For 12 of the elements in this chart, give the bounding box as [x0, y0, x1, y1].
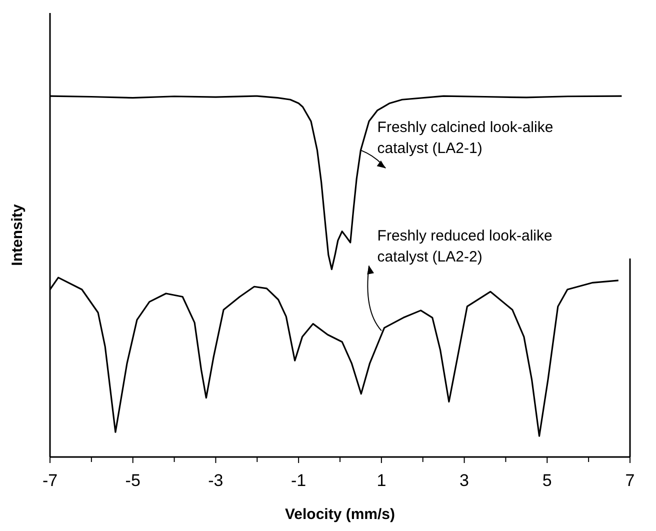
x-tick-label: -1 [291, 471, 306, 490]
x-tick-label: 5 [542, 471, 552, 490]
series-label: Freshly reduced look-alike catalyst (LA2-2) [377, 227, 552, 266]
series-label: Freshly calcined look-alike catalyst (LA2-1) [377, 119, 554, 158]
x-tick-label: -7 [42, 471, 58, 490]
x-tick-label: 7 [625, 471, 635, 490]
x-tick-label: 1 [376, 471, 386, 490]
x-tick-label: -3 [208, 471, 224, 490]
x-tick-label: -5 [125, 471, 140, 490]
x-tick-label: 3 [460, 471, 470, 490]
x-axis-title: Velocity (mm/s) [284, 506, 396, 523]
y-axis-title: Intensity [9, 204, 26, 266]
